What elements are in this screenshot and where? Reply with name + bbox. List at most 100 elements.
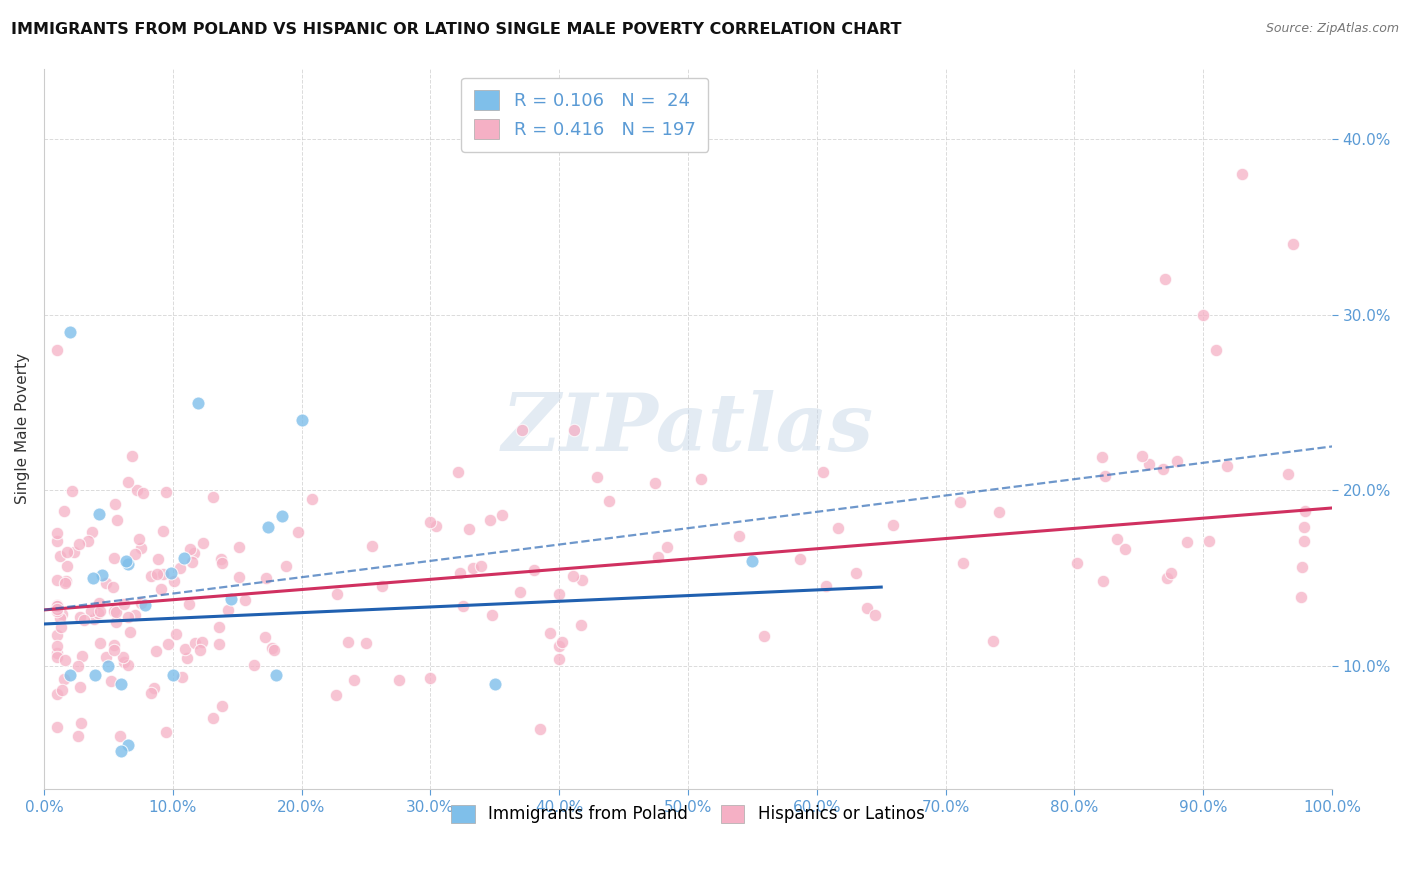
Point <box>112 655 135 669</box>
Point <box>51 682 73 697</box>
Point <box>124 547 146 561</box>
Point <box>211 698 233 713</box>
Point <box>45 599 67 614</box>
Point <box>87 607 110 621</box>
Point <box>419 515 441 529</box>
Point <box>1094 469 1116 483</box>
Point <box>569 617 592 632</box>
Point <box>463 561 485 575</box>
Point <box>728 529 751 543</box>
Point <box>45 526 67 541</box>
Text: ZIPatlas: ZIPatlas <box>502 390 875 467</box>
Point <box>481 607 503 622</box>
Point <box>287 525 309 540</box>
Point <box>117 739 139 753</box>
Point <box>551 634 574 648</box>
Point <box>73 613 96 627</box>
Point <box>160 566 183 580</box>
Point <box>155 485 177 500</box>
Point <box>510 423 533 437</box>
Point <box>644 476 666 491</box>
Point <box>1105 533 1128 547</box>
Point <box>94 576 117 591</box>
Point <box>1091 574 1114 588</box>
Point <box>1166 454 1188 468</box>
Point <box>45 601 67 615</box>
Point <box>97 659 120 673</box>
Point <box>1091 450 1114 465</box>
Point <box>354 636 377 650</box>
Point <box>104 615 127 629</box>
Point <box>103 550 125 565</box>
Point <box>45 628 67 642</box>
Point <box>1130 450 1153 464</box>
Point <box>134 598 156 612</box>
Point <box>45 687 67 701</box>
Point <box>45 646 67 660</box>
Point <box>271 509 294 524</box>
Point <box>152 524 174 538</box>
Point <box>53 503 76 517</box>
Point <box>1160 566 1182 580</box>
Point <box>63 544 86 558</box>
Point <box>56 545 79 559</box>
Point <box>655 540 678 554</box>
Point <box>208 620 231 634</box>
Point <box>163 574 186 588</box>
Point <box>87 596 110 610</box>
Point <box>156 637 179 651</box>
Point <box>1066 556 1088 570</box>
Point <box>451 599 474 613</box>
Point <box>110 743 132 757</box>
Point <box>343 673 366 687</box>
Point <box>952 556 974 570</box>
Point <box>45 639 67 653</box>
Point <box>509 585 531 599</box>
Point <box>117 658 139 673</box>
Point <box>87 507 110 521</box>
Point <box>228 570 250 584</box>
Point <box>361 539 384 553</box>
Point <box>100 673 122 688</box>
Point <box>290 413 312 427</box>
Point <box>571 573 593 587</box>
Point <box>188 642 211 657</box>
Point <box>276 559 298 574</box>
Point <box>981 634 1004 648</box>
Text: IMMIGRANTS FROM POLAND VS HISPANIC OR LATINO SINGLE MALE POVERTY CORRELATION CHA: IMMIGRANTS FROM POLAND VS HISPANIC OR LA… <box>11 22 901 37</box>
Point <box>105 605 128 619</box>
Point <box>540 626 562 640</box>
Point <box>146 552 169 566</box>
Point <box>814 579 837 593</box>
Point <box>114 554 136 568</box>
Point <box>211 552 233 566</box>
Point <box>110 677 132 691</box>
Point <box>548 586 571 600</box>
Point <box>103 604 125 618</box>
Point <box>91 568 114 582</box>
Point <box>53 575 76 590</box>
Point <box>1291 559 1313 574</box>
Point <box>165 627 187 641</box>
Point <box>174 641 197 656</box>
Point <box>121 450 143 464</box>
Point <box>117 609 139 624</box>
Point <box>80 604 103 618</box>
Point <box>449 566 471 580</box>
Point <box>484 677 506 691</box>
Point <box>53 653 76 667</box>
Point <box>183 636 205 650</box>
Point <box>180 555 202 569</box>
Point <box>84 668 107 682</box>
Point <box>856 601 879 615</box>
Point <box>253 630 276 644</box>
Point <box>1216 458 1239 473</box>
Point <box>447 465 470 479</box>
Point <box>152 566 174 581</box>
Point <box>83 612 105 626</box>
Point <box>110 730 132 744</box>
Point <box>69 680 91 694</box>
Point <box>55 574 77 588</box>
Point <box>45 719 67 733</box>
Point <box>139 568 162 582</box>
